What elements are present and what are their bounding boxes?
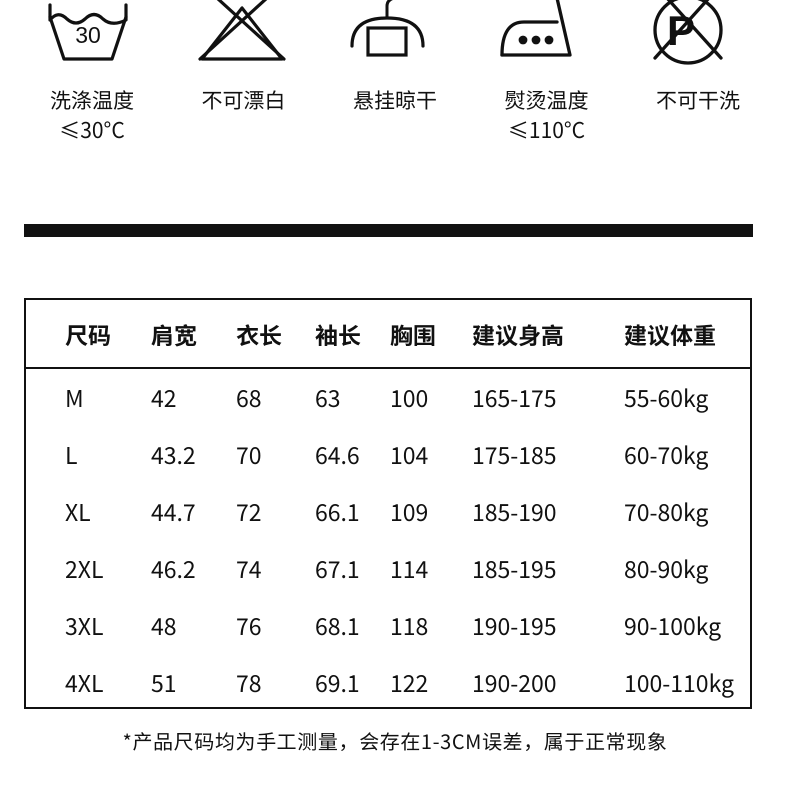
- svg-text:30: 30: [75, 22, 101, 48]
